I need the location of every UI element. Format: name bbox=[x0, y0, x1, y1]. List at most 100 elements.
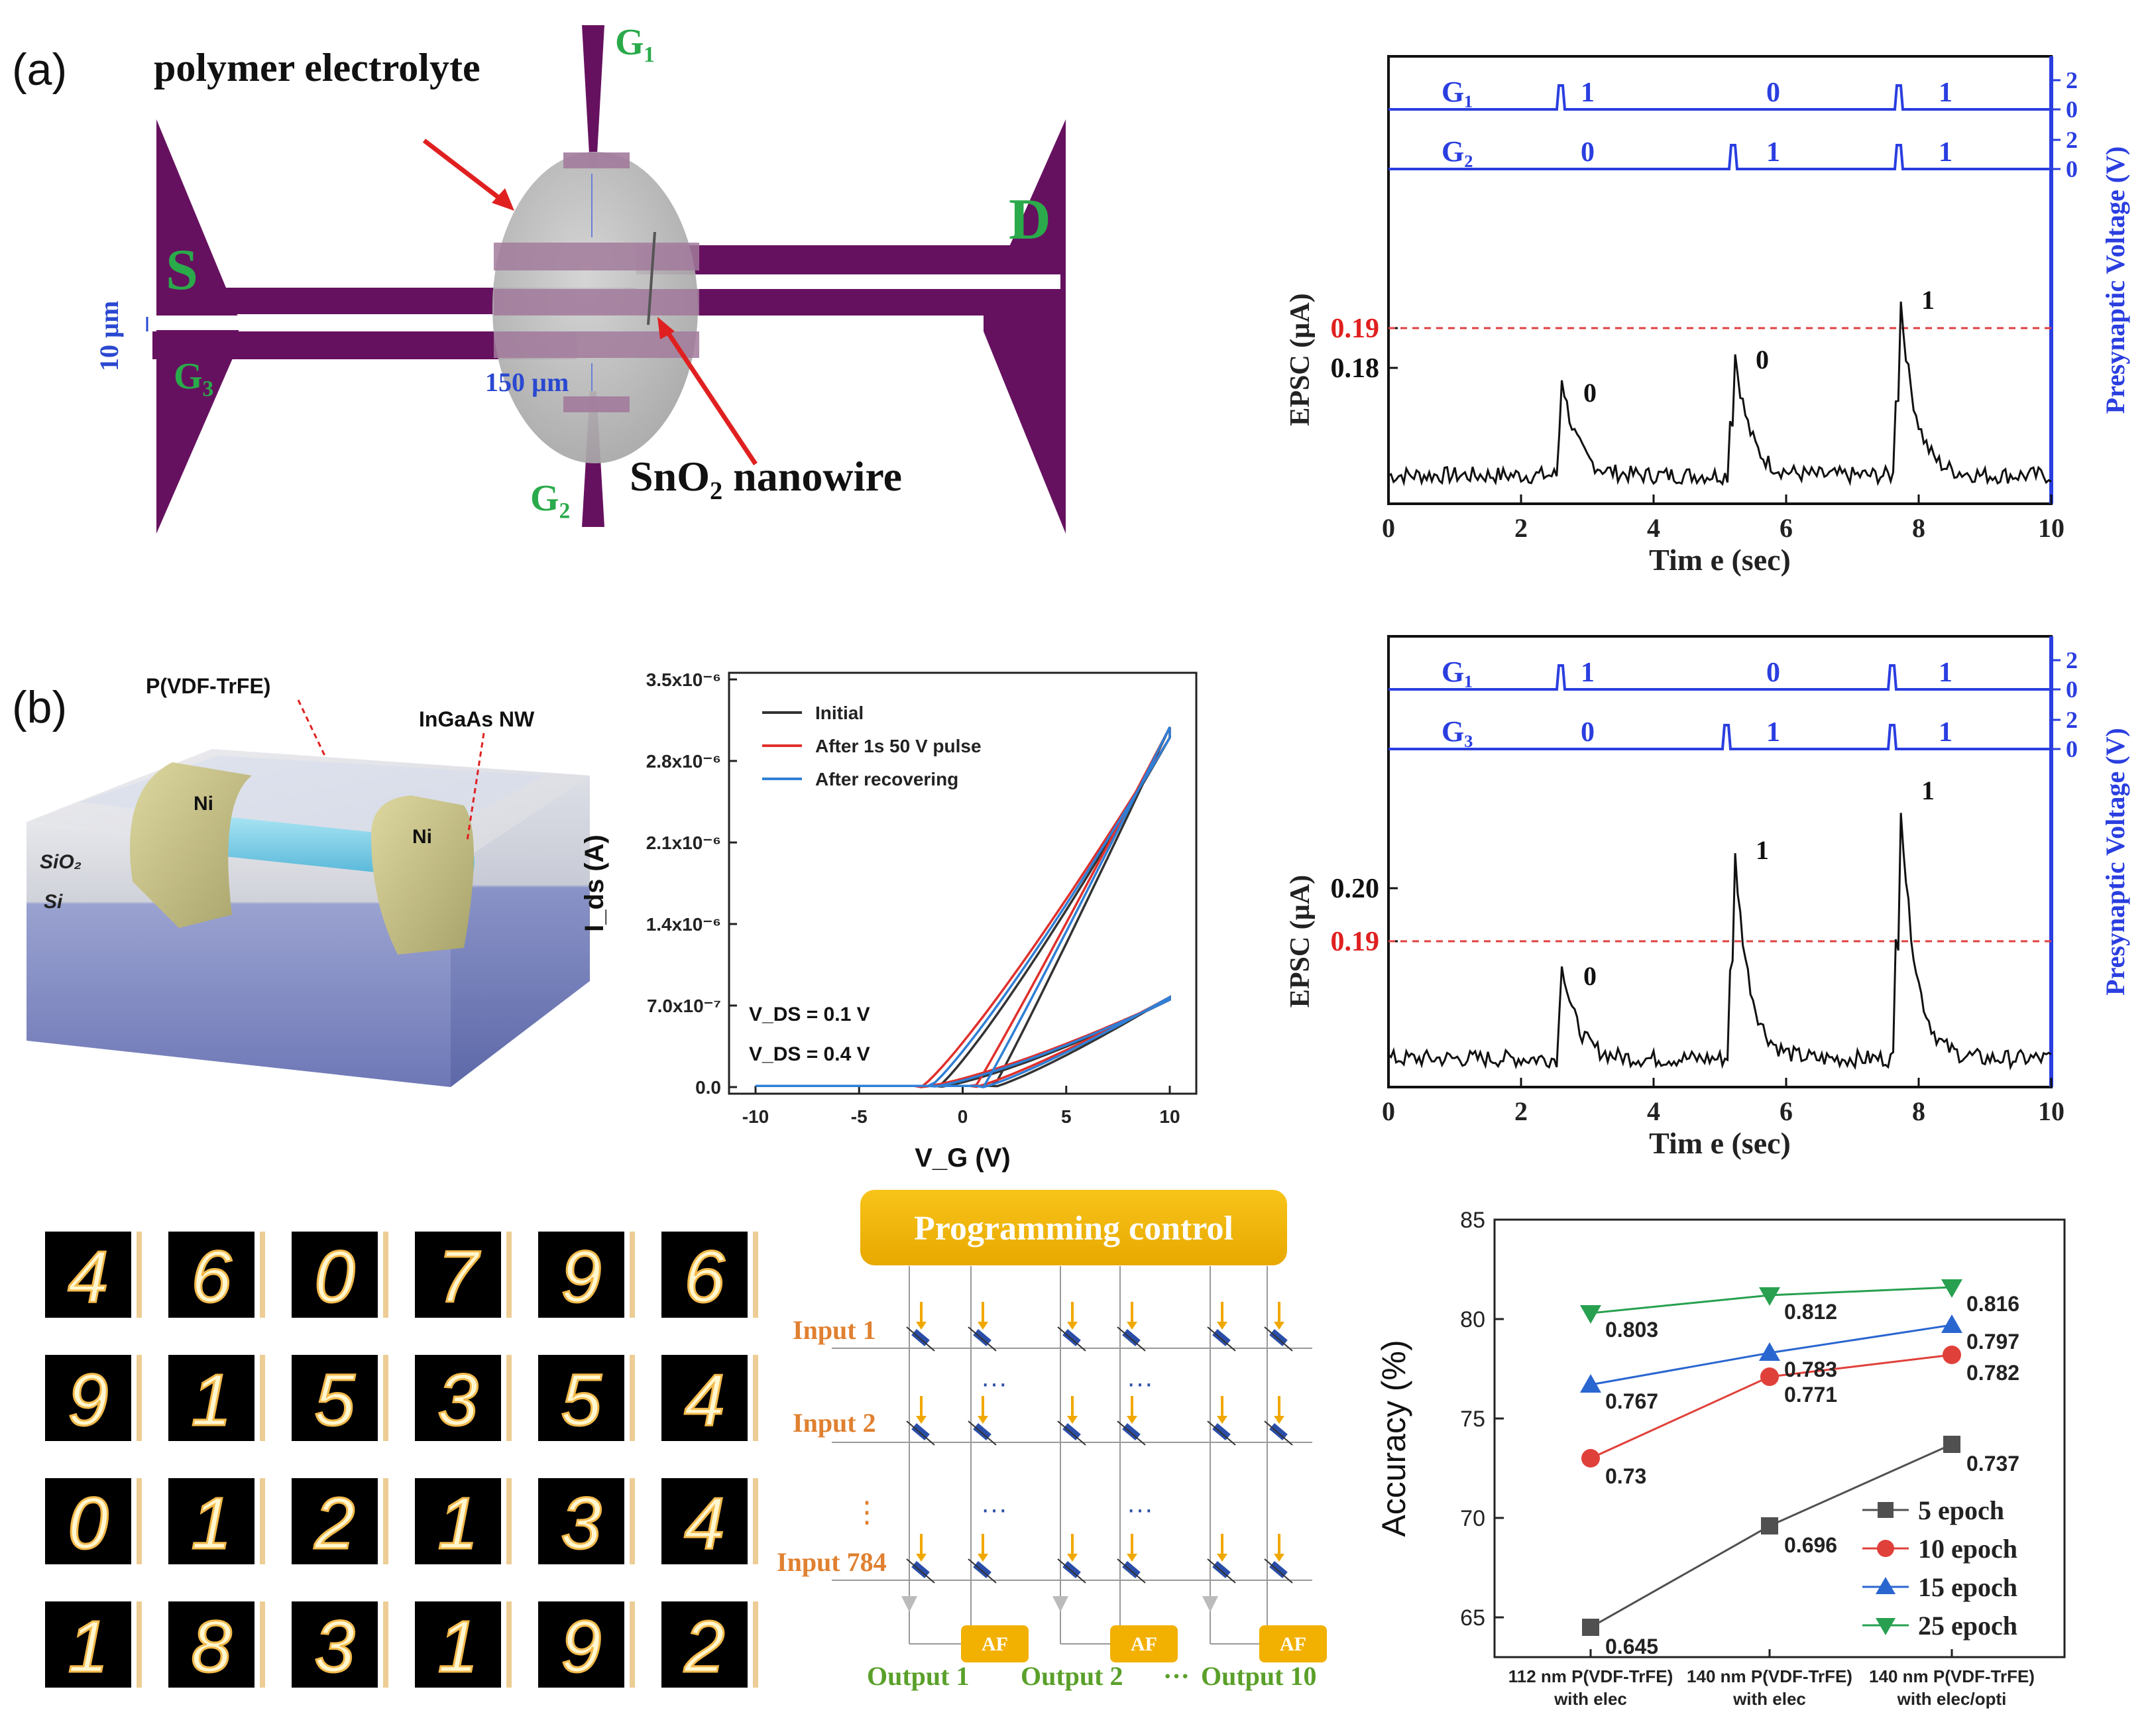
mnist-digit: 1 bbox=[437, 1606, 478, 1688]
mnist-digit: 6 bbox=[191, 1236, 232, 1318]
mnist-cell bbox=[168, 1478, 255, 1564]
mnist-digit: 2 bbox=[313, 1483, 355, 1564]
x-tick-label: 0 bbox=[1382, 1096, 1395, 1126]
epsc-trace bbox=[1387, 813, 2052, 1071]
memristor-cell bbox=[911, 1423, 930, 1440]
drain-electrode bbox=[636, 245, 1060, 274]
label-ni-right: Ni bbox=[412, 826, 432, 848]
mnist-colorbar bbox=[260, 1478, 265, 1564]
x-tick-label: 6 bbox=[1780, 513, 1793, 543]
mnist-colorbar bbox=[506, 1601, 512, 1688]
memristor-lead bbox=[1057, 1420, 1086, 1446]
x-tick-label: 10 bbox=[2038, 513, 2065, 543]
label-ingaas: InGaAs NW bbox=[419, 707, 535, 731]
mnist-colorbar bbox=[383, 1355, 388, 1441]
x-axis-label: V_G (V) bbox=[915, 1143, 1010, 1173]
af-label: AF bbox=[1280, 1633, 1306, 1655]
program-arrow-head bbox=[978, 1554, 988, 1562]
pulse-row-name: G₂ bbox=[1442, 135, 1473, 168]
mnist-cell bbox=[538, 1355, 624, 1441]
mnist-cell bbox=[45, 1232, 131, 1318]
label-output-1: Output 1 bbox=[867, 1661, 970, 1691]
sum-node-icon bbox=[1202, 1596, 1218, 1612]
program-arrow-head bbox=[1127, 1416, 1137, 1424]
peak-label: 1 bbox=[1921, 776, 1935, 805]
label-input-1: Input 1 bbox=[793, 1315, 876, 1345]
pulse-bit-label: 1 bbox=[1766, 137, 1780, 168]
legend-label: 5 epoch bbox=[1918, 1495, 2004, 1525]
x-category-label: 140 nm P(VDF-TrFE) bbox=[1687, 1666, 1852, 1686]
mnist-colorbar bbox=[506, 1355, 512, 1441]
program-arrow-head bbox=[1217, 1416, 1227, 1424]
program-arrow-head bbox=[916, 1322, 927, 1330]
mnist-cell bbox=[661, 1478, 748, 1564]
mnist-cell bbox=[415, 1601, 501, 1688]
x-tick-label: 8 bbox=[1912, 513, 1925, 543]
programming-control-box bbox=[860, 1190, 1287, 1265]
mnist-cell bbox=[538, 1478, 624, 1564]
mnist-colorbar bbox=[630, 1355, 635, 1441]
ellipsis-dots: ··· bbox=[1127, 1495, 1153, 1524]
x-tick-label: 4 bbox=[1647, 513, 1660, 543]
marker-square bbox=[1582, 1619, 1599, 1636]
mnist-cell bbox=[168, 1355, 255, 1441]
y-axis-label: EPSC (µA) bbox=[1285, 875, 1316, 1008]
y-tick-label: 80 bbox=[1460, 1307, 1485, 1332]
marker-square bbox=[1761, 1517, 1778, 1534]
right-tick-label: 2 bbox=[2066, 67, 2078, 93]
x-category-label: with elec bbox=[1732, 1689, 1806, 1709]
arrow-polymer-icon bbox=[492, 188, 514, 211]
mnist-digit: 4 bbox=[68, 1236, 108, 1318]
y-tick-label: 3.5x10⁻⁶ bbox=[646, 669, 721, 690]
memristor-lead bbox=[1264, 1326, 1293, 1352]
epsc-trace bbox=[1388, 301, 2052, 487]
mnist-colorbar bbox=[630, 1232, 635, 1318]
label-output-2: Output 2 bbox=[1021, 1661, 1123, 1691]
data-label: 0.771 bbox=[1784, 1383, 1837, 1407]
program-arrow-head bbox=[1274, 1322, 1284, 1330]
y-tick-label: 0.19 bbox=[1331, 314, 1380, 344]
legend-label: After 1s 50 V pulse bbox=[815, 736, 982, 756]
mnist-cell bbox=[292, 1232, 378, 1318]
marker-triangle-down bbox=[1580, 1305, 1601, 1324]
program-arrow-head bbox=[1217, 1554, 1227, 1562]
mnist-digit: 9 bbox=[561, 1606, 601, 1688]
x-tick-label: 4 bbox=[1647, 1096, 1660, 1126]
mnist-colorbar bbox=[137, 1232, 142, 1318]
label-output-10: Output 10 bbox=[1201, 1661, 1317, 1691]
x-tick-label: 2 bbox=[1514, 513, 1528, 543]
legend-marker bbox=[1878, 1502, 1894, 1518]
data-label: 0.797 bbox=[1966, 1330, 2019, 1354]
memristor-cell bbox=[973, 1423, 991, 1440]
memristor-lead bbox=[1264, 1558, 1293, 1584]
transfer-loop bbox=[756, 995, 1171, 1088]
panel-a-schematic: (a) polymer electrolyte SnO₂ nanowire S bbox=[12, 22, 1066, 534]
af-box bbox=[1259, 1625, 1327, 1662]
data-label: 0.767 bbox=[1605, 1389, 1658, 1413]
memristor-lead bbox=[1264, 1420, 1293, 1446]
mnist-digit: 8 bbox=[191, 1606, 231, 1688]
vertical-ellipsis: ⋮ bbox=[852, 1496, 881, 1529]
mnist-colorbar bbox=[260, 1601, 265, 1688]
legend-marker bbox=[1876, 1618, 1895, 1635]
memristor-cell bbox=[1212, 1329, 1231, 1346]
memristor-cell bbox=[1062, 1329, 1081, 1346]
program-arrow-head bbox=[1067, 1416, 1078, 1424]
memristor-lead bbox=[968, 1326, 997, 1352]
data-label: 0.737 bbox=[1966, 1452, 2019, 1476]
mnist-digit: 2 bbox=[683, 1606, 724, 1688]
peak-label: 1 bbox=[1921, 285, 1935, 315]
mnist-colorbar bbox=[383, 1232, 388, 1318]
memristor-cell bbox=[1122, 1561, 1141, 1578]
plot-frame bbox=[1387, 635, 2053, 1088]
plot-frame bbox=[1493, 1218, 2066, 1658]
right-tick-label: 0 bbox=[2066, 156, 2078, 182]
marker-circle bbox=[1581, 1449, 1600, 1468]
x-category-label: with elec bbox=[1554, 1689, 1627, 1709]
right-tick-label: 0 bbox=[2066, 736, 2078, 762]
nanowire bbox=[647, 231, 656, 325]
mnist-digit: 3 bbox=[314, 1606, 355, 1688]
ni-contact-left bbox=[130, 762, 252, 928]
y-tick-label: 0.20 bbox=[1331, 874, 1380, 904]
